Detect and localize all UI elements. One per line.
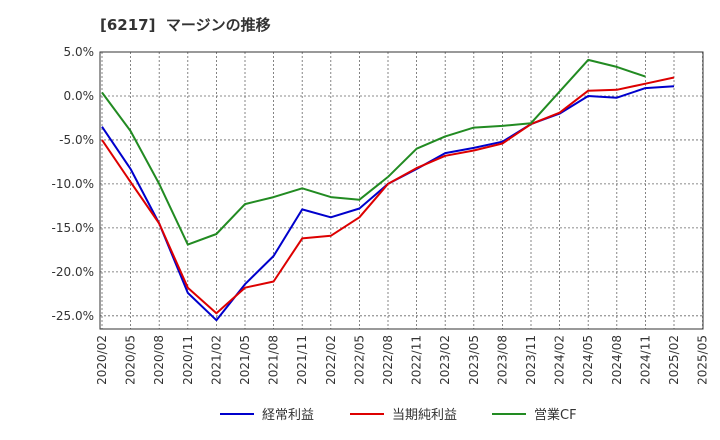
plot-frame	[99, 51, 704, 330]
y-tick-label: -5.0%	[59, 133, 94, 147]
x-tick-label: 2021/08	[267, 335, 281, 385]
y-tick-label: -20.0%	[52, 265, 94, 279]
x-axis-ticks: 2020/02 2020/05 2020/08 2020/11 2021/02 2021/…	[95, 335, 710, 385]
y-tick-label: -10.0%	[52, 177, 94, 191]
x-tick-label: 2021/11	[295, 335, 309, 385]
legend-label: 経常利益	[262, 408, 314, 423]
grid	[100, 51, 703, 329]
x-tick-label: 2022/05	[352, 335, 366, 385]
x-tick-label: 2023/08	[495, 335, 509, 385]
x-tick-label: 2020/11	[181, 335, 195, 385]
x-tick-label: 2020/02	[95, 335, 109, 385]
x-tick-label: 2020/08	[152, 335, 166, 385]
y-tick-label: 0.0%	[64, 89, 95, 103]
x-tick-label: 2024/02	[553, 335, 567, 385]
series-line	[101, 58, 646, 246]
y-tick-label: -25.0%	[52, 309, 94, 323]
x-tick-label: 2023/05	[467, 335, 481, 385]
x-tick-label: 2025/02	[667, 335, 681, 385]
y-tick-label: -15.0%	[52, 221, 94, 235]
legend-label: 当期純利益	[392, 408, 457, 423]
x-tick-label: 2021/02	[209, 335, 223, 385]
y-tick-label: 5.0%	[64, 45, 95, 59]
chart-title: [6217] マージンの推移	[100, 16, 271, 34]
x-tick-label: 2022/08	[381, 335, 395, 385]
legend: 経常利益 当期純利益 営業CF	[220, 407, 577, 423]
legend-label: 営業CF	[534, 407, 577, 423]
x-tick-label: 2023/02	[438, 335, 452, 385]
x-tick-label: 2023/11	[524, 335, 538, 385]
x-tick-label: 2024/08	[610, 335, 624, 385]
y-axis-ticks: 5.0% 0.0% -5.0% -10.0% -15.0% -20.0% -25.0%	[52, 45, 94, 323]
series-lines	[101, 58, 675, 322]
x-tick-label: 2020/05	[124, 335, 138, 385]
x-tick-label: 2021/05	[238, 335, 252, 385]
x-tick-label: 2025/05	[696, 335, 710, 385]
x-tick-label: 2024/05	[581, 335, 595, 385]
x-tick-label: 2022/11	[410, 335, 424, 385]
x-tick-label: 2022/02	[324, 335, 338, 385]
series-line	[101, 76, 675, 315]
x-tick-label: 2024/11	[638, 335, 652, 385]
